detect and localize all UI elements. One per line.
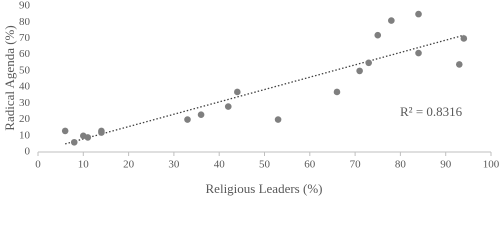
x-tick-label: 60 xyxy=(304,159,316,171)
x-tick-label: 80 xyxy=(395,159,407,171)
x-tick-label: 50 xyxy=(259,159,271,171)
point xyxy=(84,134,92,141)
y-tick-label: 30 xyxy=(19,97,31,109)
point xyxy=(460,35,468,42)
point xyxy=(455,61,463,68)
y-tick-label: 40 xyxy=(19,81,31,93)
point xyxy=(224,103,232,110)
y-tick-label: 0 xyxy=(25,146,31,158)
x-tick-label: 0 xyxy=(35,159,41,171)
x-tick-label: 70 xyxy=(350,159,362,171)
point xyxy=(184,116,191,123)
x-tick-label: 100 xyxy=(483,159,500,171)
y-tick-label: 20 xyxy=(19,113,31,125)
point xyxy=(374,31,382,39)
point xyxy=(274,116,282,123)
y-tick-label: 70 xyxy=(19,32,31,44)
x-tick-label: 40 xyxy=(214,159,226,171)
x-tick-label: 90 xyxy=(440,159,452,171)
y-tick-label: 10 xyxy=(19,129,31,141)
x-tick-label: 20 xyxy=(123,159,135,171)
point xyxy=(388,17,395,24)
point xyxy=(234,88,241,96)
trendline xyxy=(65,34,464,145)
y-tick-label: 90 xyxy=(19,0,31,12)
point xyxy=(333,88,341,96)
point xyxy=(61,127,69,135)
x-tick-label: 10 xyxy=(78,159,90,171)
point xyxy=(415,49,422,57)
y-tick-label: 60 xyxy=(19,48,31,60)
point xyxy=(356,67,363,75)
y-tick-label: 50 xyxy=(19,64,31,76)
point xyxy=(365,59,372,67)
point xyxy=(415,10,422,18)
x-tick-label: 30 xyxy=(168,159,180,171)
y-axis-title: Radical Agenda (%) xyxy=(2,25,17,130)
annotation: R² = 0.8316 xyxy=(400,104,463,119)
point xyxy=(70,138,78,146)
point xyxy=(98,129,105,136)
x-axis-title: Religious Leaders (%) xyxy=(206,181,323,196)
chart: Religious Leaders (%) Radical Agenda (%)… xyxy=(2,0,500,196)
y-tick-label: 80 xyxy=(19,16,31,28)
point xyxy=(197,111,205,118)
